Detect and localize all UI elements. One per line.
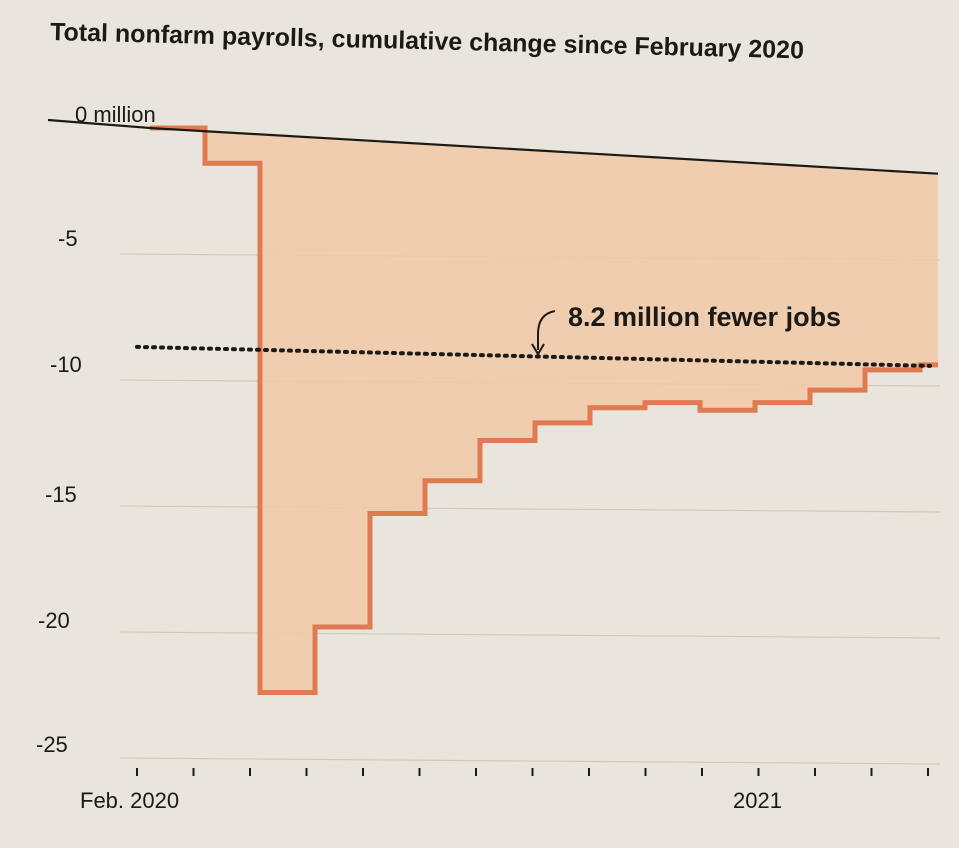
y-tick-label: -10: [50, 352, 82, 377]
area-layer: [47, 118, 939, 695]
y-tick-label: -25: [36, 732, 68, 757]
gridline: [119, 631, 941, 639]
y-tick-label: -5: [58, 226, 78, 251]
annotation-pointer: [537, 310, 556, 350]
x-tick-label: Feb. 2020: [80, 788, 179, 813]
series-line: [150, 125, 938, 695]
gridline: [119, 505, 941, 513]
y-tick-label: -20: [38, 608, 70, 633]
gridline: [119, 757, 941, 765]
area-fill: [150, 128, 938, 693]
x-tick-label: 2021: [733, 788, 782, 813]
annotation-arrowhead: [531, 343, 545, 356]
y-tick-label: 0 million: [75, 102, 156, 127]
chart-title: Total nonfarm payrolls, cumulative chang…: [50, 18, 804, 64]
annotation-label: 8.2 million fewer jobs: [568, 302, 841, 332]
annotation-layer: 8.2 million fewer jobs: [135, 302, 932, 368]
axis-layer: 0 million -5 -10 -15 -20 -25 Feb. 2020 2021: [36, 102, 929, 813]
y-tick-label: -15: [45, 482, 77, 507]
zero-baseline: [47, 118, 939, 175]
